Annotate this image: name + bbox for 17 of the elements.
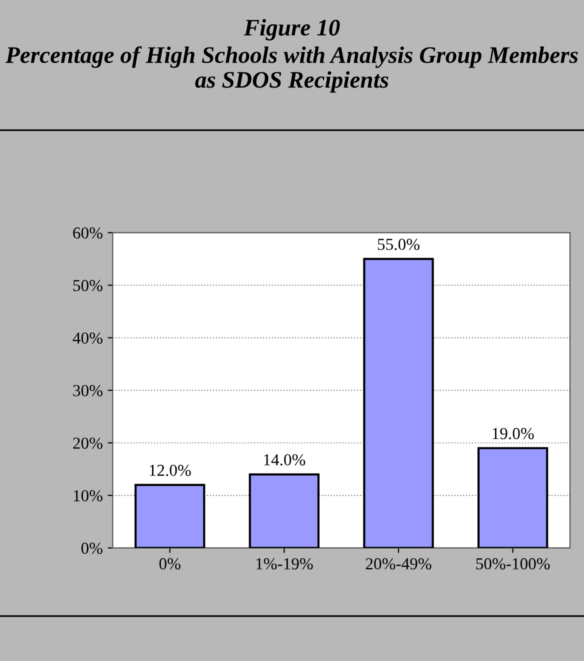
x-tick-label: 20%-49% [366, 558, 432, 570]
y-tick-label: 10% [74, 490, 102, 502]
chart-title: Figure 10 [244, 19, 340, 40]
y-tick-label: 20% [73, 438, 102, 449]
x-tick-label: 0% [159, 558, 180, 570]
x-tick-label: 50%-100% [476, 558, 550, 570]
y-tick-label: 30% [73, 385, 102, 396]
y-tick-label: 60% [73, 227, 102, 239]
data-label: 19.0% [492, 428, 534, 440]
x-tick-label: 1%-19% [256, 558, 313, 570]
data-label: 14.0% [264, 454, 306, 466]
y-tick-label: 0% [81, 542, 102, 554]
y-tick-label: 40% [72, 332, 102, 344]
chart-subtitle: Percentage of High Schools with Analysis Group Members as SDOS Recipients [5, 46, 578, 93]
data-label: 12.0% [150, 464, 191, 476]
y-tick-label: 50% [73, 280, 102, 292]
data-label: 55.0% [378, 238, 420, 250]
